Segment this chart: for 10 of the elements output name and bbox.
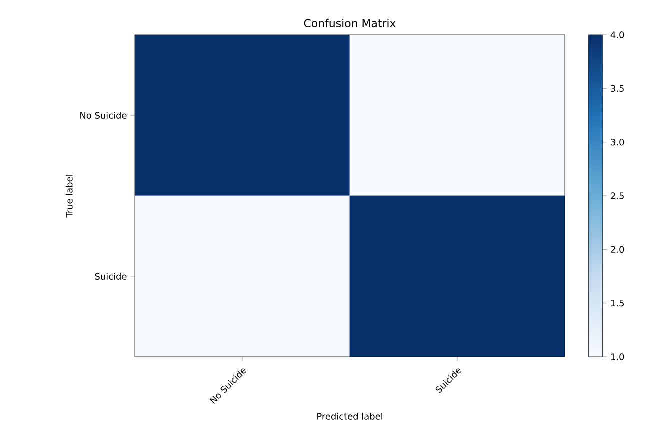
y-axis-title: True label [66, 175, 73, 218]
color-bar-label: 2.5 [611, 192, 624, 200]
x-axis-title: Predicted label [318, 412, 382, 420]
color-bar-label: 3.0 [611, 138, 624, 146]
color-bar-label: 3.5 [611, 85, 624, 92]
color-bar-label: 1.0 [611, 354, 624, 360]
chart-title: Confusion Matrix [304, 19, 396, 28]
color-bar-label: 2.0 [611, 246, 624, 254]
color-bar-label: 4.0 [610, 32, 624, 38]
color-bar-label: 1.5 [611, 300, 624, 307]
